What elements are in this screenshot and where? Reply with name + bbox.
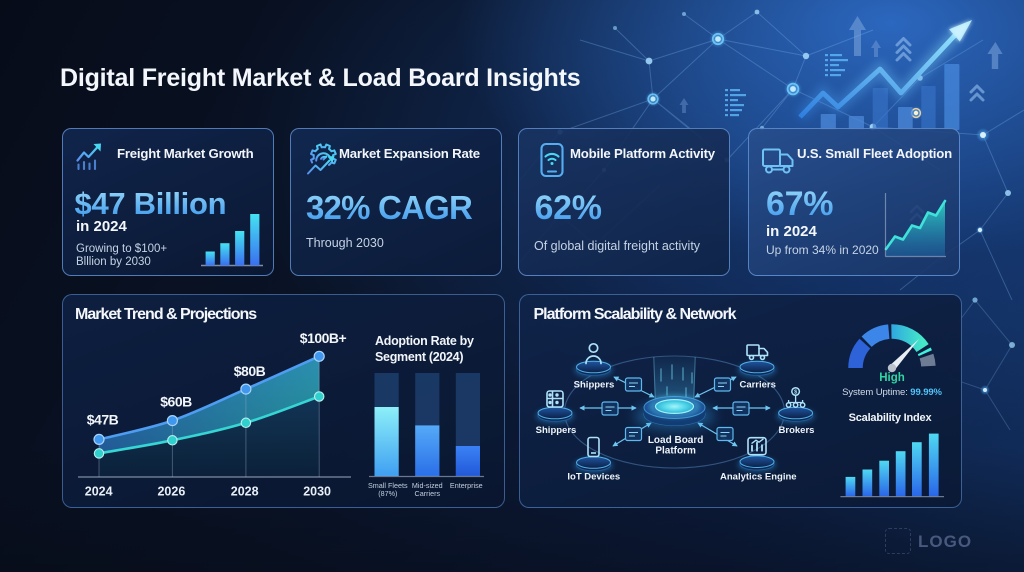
svg-text:IoT Devices: IoT Devices	[567, 472, 620, 483]
svg-text:Mid-sized: Mid-sized	[412, 481, 443, 490]
svg-text:$100B+: $100B+	[300, 330, 347, 346]
svg-text:Brokers: Brokers	[779, 425, 815, 436]
svg-text:Shippers: Shippers	[536, 425, 577, 436]
svg-text:$47B: $47B	[87, 412, 119, 428]
svg-text:Shippers: Shippers	[574, 379, 615, 390]
svg-text:2030: 2030	[303, 484, 331, 498]
svg-text:Analytics Engine: Analytics Engine	[720, 472, 797, 483]
svg-text:Carriers: Carriers	[415, 489, 441, 498]
svg-text:$60B: $60B	[160, 394, 192, 410]
svg-text:Carriers: Carriers	[739, 379, 775, 390]
svg-text:$: $	[794, 389, 797, 395]
svg-text:Load Board: Load Board	[648, 435, 704, 446]
svg-text:2026: 2026	[157, 484, 185, 498]
svg-text:(87%): (87%)	[378, 489, 397, 498]
svg-text:2024: 2024	[85, 484, 113, 498]
svg-text:2028: 2028	[231, 484, 259, 498]
svg-text:Small Fleets: Small Fleets	[368, 481, 408, 490]
svg-text:$80B: $80B	[234, 363, 266, 379]
svg-text:Enterprise: Enterprise	[450, 481, 483, 490]
svg-text:Platform: Platform	[655, 445, 696, 456]
